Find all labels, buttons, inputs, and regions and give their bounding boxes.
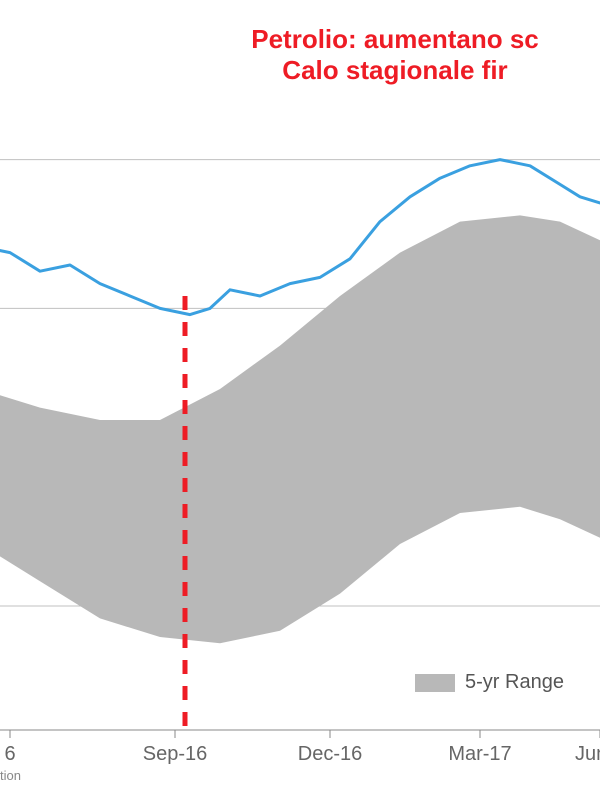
x-tick-label: Sep-16 — [143, 743, 208, 765]
chart-svg: 6 Sep-16 Dec-16 Mar-17 Jun-1 5-yr Range tion — [0, 0, 600, 794]
x-tick-label: Jun-1 — [575, 743, 600, 765]
source-label: tion — [0, 768, 21, 783]
chart-container: 6Sep-16Dec-16Mar-17Jun-15-yr Rangetion P… — [0, 0, 600, 794]
x-tick-label: Dec-16 — [298, 743, 362, 765]
range-band — [0, 215, 600, 643]
legend-label: 5-yr Range — [465, 671, 564, 693]
legend-swatch — [415, 674, 455, 692]
x-tick-label: 6 — [4, 743, 15, 765]
x-tick-label: Mar-17 — [448, 743, 511, 765]
